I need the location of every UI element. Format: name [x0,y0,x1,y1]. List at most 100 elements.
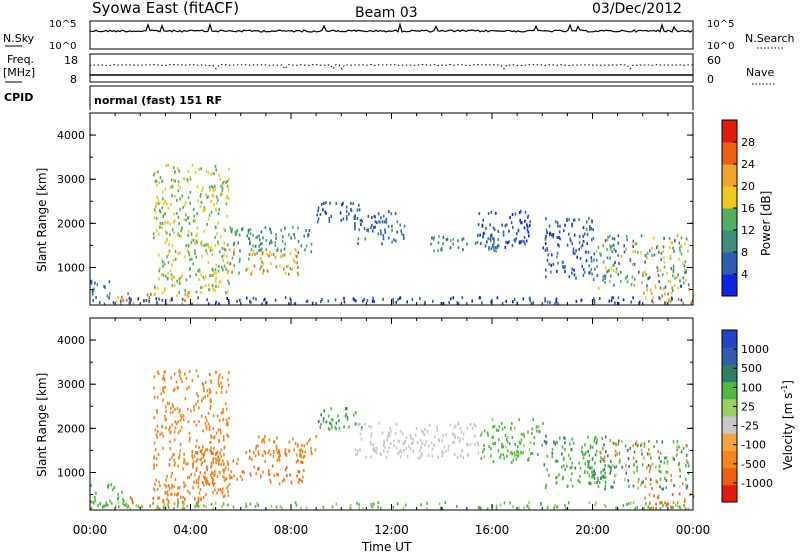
heatmap-cell [543,439,546,443]
heatmap-cell [551,447,554,451]
heatmap-cell [588,264,590,268]
heatmap-cell [615,270,617,274]
heatmap-cell [292,437,294,441]
heatmap-cell [258,244,261,248]
heatmap-cell [491,418,494,421]
x-tick-label: 04:00 [173,523,208,537]
heatmap-cell [352,297,355,301]
heatmap-cell [245,268,248,272]
heatmap-cell [167,221,169,225]
heatmap-cell [231,227,233,231]
heatmap-cell [345,209,348,213]
heatmap-cell [156,395,159,399]
heatmap-cell [363,227,366,231]
heatmap-cell [107,485,110,489]
heatmap-cell [278,450,281,454]
heatmap-cell [238,271,240,275]
heatmap-cell [286,265,288,269]
heatmap-cell [589,482,592,486]
heatmap-cell [383,220,386,224]
heatmap-cell [157,198,160,202]
heatmap-cell [137,505,140,509]
heatmap-cell [431,236,433,240]
heatmap-cell [128,296,131,300]
heatmap-cell [515,237,517,241]
heatmap-cell [660,460,662,464]
heatmap-cell [185,213,187,217]
heatmap-cell [664,476,666,480]
heatmap-cell [686,444,688,448]
heatmap-cell [545,275,547,279]
heatmap-cell [447,444,450,448]
heatmap-cell [226,297,228,300]
heatmap-cell [664,301,666,305]
heatmap-cell [462,432,465,436]
heatmap-cell [666,460,669,464]
heatmap-cell [649,467,652,471]
heatmap-cell [458,440,461,443]
heatmap-cell [188,431,191,435]
heatmap-cell [226,255,228,258]
heatmap-cell [486,240,488,244]
heatmap-cell [665,456,668,460]
heatmap-cell [193,480,195,484]
heatmap-cell [186,294,188,298]
heatmap-cell [295,460,298,464]
heatmap-cell [357,422,360,426]
heatmap-cell [564,504,566,508]
heatmap-cell [223,438,225,442]
heatmap-cell [459,427,462,430]
heatmap-cell [255,447,257,451]
heatmap-cell [354,448,357,452]
heatmap-cell [149,504,151,508]
heatmap-cell [225,477,228,481]
heatmap-cell [212,186,214,190]
heatmap-cell [177,386,179,390]
heatmap-cell [477,234,479,238]
heatmap-cell [591,445,594,449]
heatmap-cell [323,201,325,205]
heatmap-cell [171,483,173,487]
heatmap-cell [537,424,540,428]
heatmap-cell [571,222,573,226]
heatmap-cell [166,401,169,405]
heatmap-cell [223,253,225,257]
heatmap-cell [90,279,93,283]
heatmap-cell [372,443,375,447]
heatmap-cell [288,440,291,444]
heatmap-cell [161,180,163,183]
heatmap-cell [358,506,360,510]
heatmap-cell [182,467,184,471]
heatmap-cell [359,432,362,436]
heatmap-cell [200,291,202,294]
heatmap-cell [156,301,158,305]
heatmap-cell [672,440,675,444]
heatmap-cell [676,445,678,449]
heatmap-cell [600,477,602,480]
heatmap-cell [533,442,535,445]
heatmap-cell [375,446,378,450]
heatmap-cell [246,234,248,238]
heatmap-cell [194,251,196,255]
heatmap-cell [624,276,627,280]
heatmap-cell [222,410,224,414]
heatmap-cell [260,264,263,268]
heatmap-cell [479,296,482,300]
heatmap-cell [555,481,557,485]
heatmap-cell [514,239,516,243]
heatmap-cell [482,450,484,454]
heatmap-cell [609,465,611,468]
freq-right-tick-bottom: 0 [707,73,714,86]
heatmap-cell [157,505,159,509]
heatmap-cell [530,452,532,456]
heatmap-cell [163,289,166,293]
heatmap-cell [260,475,262,479]
heatmap-cell [356,208,359,212]
heatmap-cell [527,214,530,218]
heatmap-cell [532,418,535,421]
heatmap-cell [153,455,156,459]
heatmap-cell [215,226,217,230]
heatmap-cell [633,450,636,454]
heatmap-cell [207,260,210,264]
heatmap-cell [371,216,373,219]
